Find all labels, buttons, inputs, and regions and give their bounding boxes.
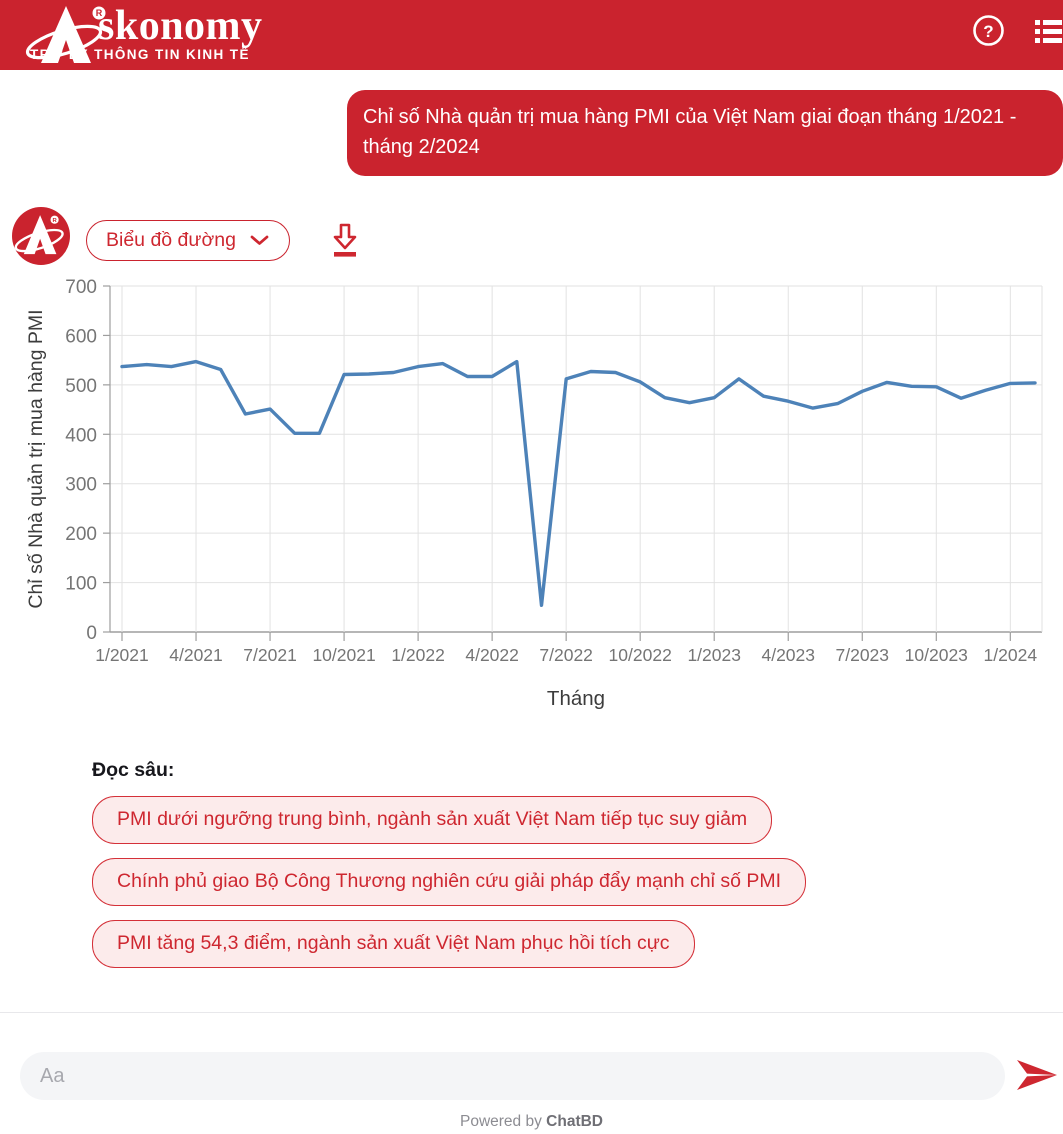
svg-text:R: R xyxy=(52,218,57,224)
chatbd-link[interactable]: ChatBD xyxy=(546,1113,603,1130)
brand-name: skonomy xyxy=(98,3,263,49)
menu-list-icon[interactable] xyxy=(1035,18,1062,46)
svg-text:600: 600 xyxy=(65,326,97,347)
chart-type-dropdown[interactable]: Biểu đồ đường xyxy=(86,220,290,261)
svg-text:4/2022: 4/2022 xyxy=(465,645,519,665)
deep-read-label: Đọc sâu: xyxy=(92,759,175,781)
askonomy-avatar-icon: R xyxy=(14,215,64,255)
svg-text:7/2021: 7/2021 xyxy=(243,645,297,665)
svg-text:1/2024: 1/2024 xyxy=(984,645,1038,665)
svg-text:1/2023: 1/2023 xyxy=(687,645,741,665)
svg-text:0: 0 xyxy=(86,623,97,644)
deep-read-section: Đọc sâu: PMI dưới ngưỡng trung bình, ngà… xyxy=(92,759,1023,968)
footer-divider xyxy=(0,1012,1063,1013)
svg-text:100: 100 xyxy=(65,574,97,595)
download-chart-button[interactable] xyxy=(329,223,361,259)
app-header: R skonomy TRỢ LÝ THÔNG TIN KINH TẾ ? xyxy=(0,0,1063,70)
send-button[interactable] xyxy=(1014,1058,1060,1094)
svg-text:1/2021: 1/2021 xyxy=(95,645,149,665)
svg-text:4/2023: 4/2023 xyxy=(761,645,815,665)
user-message-bubble: Chỉ số Nhà quản trị mua hàng PMI của Việ… xyxy=(347,90,1063,176)
svg-text:400: 400 xyxy=(65,425,97,446)
message-input[interactable] xyxy=(20,1052,1005,1100)
svg-text:500: 500 xyxy=(65,376,97,397)
svg-text:Chỉ số Nhà quản trị mua hàng P: Chỉ số Nhà quản trị mua hàng PMI xyxy=(25,309,47,608)
pmi-line-chart: 0 100 200 300 400 500 600 700 1/2021 4/2021 7/2021… xyxy=(0,275,1063,740)
suggestion-pill-1[interactable]: PMI dưới ngưỡng trung bình, ngành sản xu… xyxy=(92,796,773,844)
brand-tagline: TRỢ LÝ THÔNG TIN KINH TẾ xyxy=(30,47,250,62)
powered-by: Powered by ChatBD xyxy=(0,1113,1063,1131)
chart-type-label: Biểu đồ đường xyxy=(106,229,236,251)
chevron-down-icon xyxy=(250,235,269,245)
svg-text:7/2022: 7/2022 xyxy=(539,645,593,665)
askonomy-a-icon: R xyxy=(25,6,106,63)
svg-text:?: ? xyxy=(983,22,993,41)
bot-avatar: R xyxy=(12,207,70,265)
help-icon[interactable]: ? xyxy=(972,14,1005,47)
powered-by-text: Powered by xyxy=(459,1113,542,1130)
suggestion-pill-2[interactable]: Chính phủ giao Bộ Công Thương nghiên cứu… xyxy=(92,858,807,906)
svg-text:10/2021: 10/2021 xyxy=(312,645,375,665)
svg-text:R: R xyxy=(96,8,103,18)
svg-text:4/2021: 4/2021 xyxy=(169,645,223,665)
svg-text:7/2023: 7/2023 xyxy=(836,645,890,665)
svg-text:200: 200 xyxy=(65,524,97,545)
svg-text:Tháng: Tháng xyxy=(547,687,605,710)
svg-text:1/2022: 1/2022 xyxy=(391,645,445,665)
paper-plane-icon xyxy=(1017,1060,1057,1090)
svg-text:300: 300 xyxy=(65,475,97,496)
svg-text:10/2022: 10/2022 xyxy=(609,645,672,665)
pmi-line-chart-svg: 0 100 200 300 400 500 600 700 1/2021 4/2021 7/2021… xyxy=(25,277,1043,710)
download-icon xyxy=(333,223,357,257)
svg-text:10/2023: 10/2023 xyxy=(905,645,968,665)
svg-text:700: 700 xyxy=(65,277,97,298)
suggestion-pill-3[interactable]: PMI tăng 54,3 điểm, ngành sản xuất Việt … xyxy=(92,920,695,968)
